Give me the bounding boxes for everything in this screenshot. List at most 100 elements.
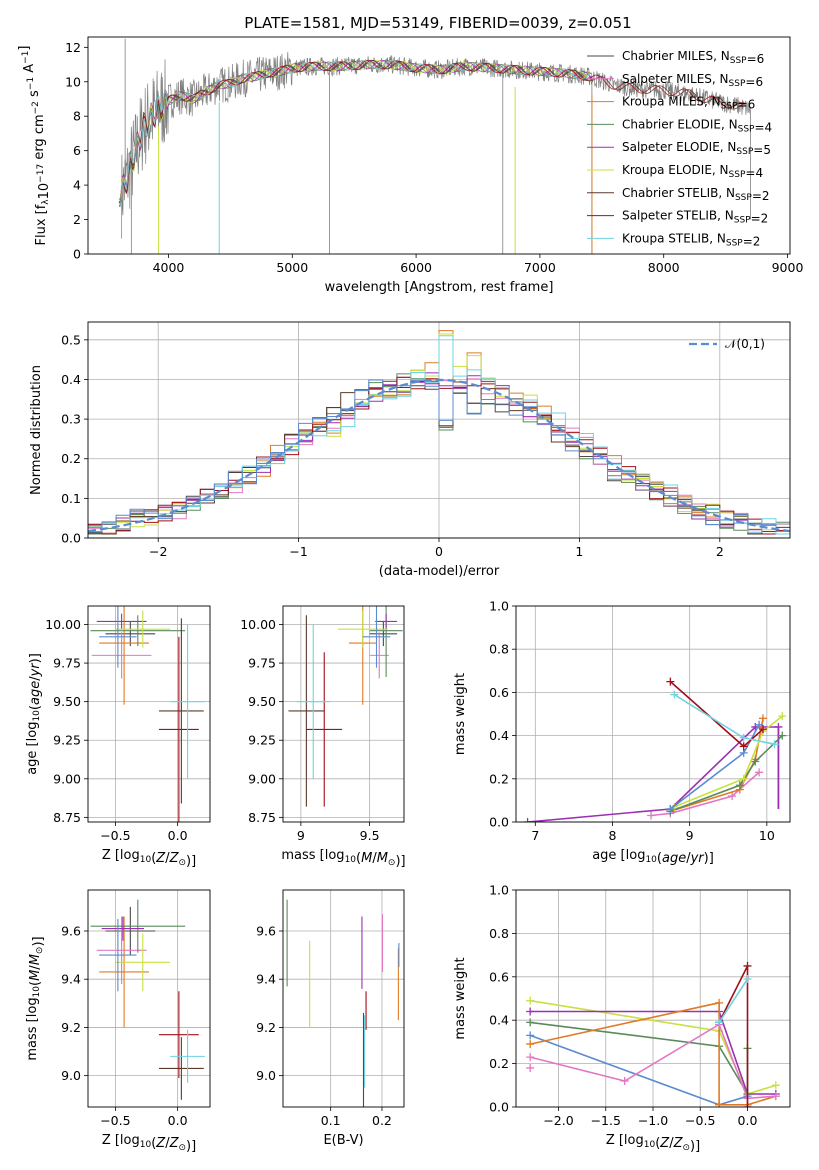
tick-label-y: 0.6 [489, 685, 509, 700]
weight-marker [526, 1018, 535, 1027]
tick-label-y: 9.0 [61, 1068, 81, 1083]
y-axis-label: age [log10(age/yr)] [25, 653, 43, 775]
tick-label-x: 9.5 [360, 828, 380, 843]
legend-entry: Chabrier ELODIE, NSSP=4 [622, 117, 772, 134]
model-line-8 [118, 59, 590, 208]
errorbar-point [306, 652, 343, 807]
tick-label-y: 9.4 [61, 972, 81, 987]
errorbar-point [288, 615, 325, 807]
y-axis-label: Flux [fλ10−17 erg cm−2 s−1 A−1] [17, 46, 52, 246]
y-axis-label: mass [log10(M/M⊙)] [25, 936, 46, 1060]
axes-frame [282, 605, 405, 823]
weight-line-1 [530, 1010, 776, 1095]
tick-label-y: 10.00 [240, 617, 276, 632]
model-line-7 [118, 59, 745, 207]
weight-marker [770, 740, 779, 749]
normal-curve [88, 378, 790, 533]
errorbar-point [90, 615, 186, 647]
x-axis-label: E(B-V) [323, 1133, 363, 1148]
model-line-1 [118, 59, 593, 208]
tick-label-y: 0.0 [61, 531, 81, 546]
weight-marker [526, 1031, 535, 1040]
tick-label-x: 5000 [276, 260, 308, 275]
legend-entry: Chabrier STELIB, NSSP=2 [622, 186, 770, 203]
tick-label-y: 0.1 [61, 491, 81, 506]
model-line-5 [118, 59, 593, 200]
tick-label-x: −1.5 [591, 1113, 621, 1128]
weight-marker [739, 733, 748, 742]
plot-area [90, 606, 206, 822]
histogram-8 [88, 335, 790, 535]
errorbar-point [158, 991, 199, 1079]
tick-label-y: 9.00 [248, 771, 276, 786]
tick-label-x: 0 [435, 544, 443, 559]
axes-frame [87, 36, 791, 255]
errorbar-point [170, 624, 206, 779]
axes-frame [282, 889, 405, 1108]
tick-label-x: 7000 [524, 260, 556, 275]
tick-label-y: 0.8 [489, 926, 509, 941]
weight-marker [526, 1063, 535, 1072]
tick-label-y: 0.5 [61, 332, 81, 347]
tick-label-y: 0.2 [489, 771, 509, 786]
weight-line-6 [669, 681, 764, 748]
weight-marker [715, 1100, 724, 1107]
tick-label-y: 6 [73, 143, 81, 158]
axes-frame [87, 605, 211, 823]
weight-line-2 [530, 1021, 749, 1097]
tick-label-x: −1.0 [638, 1113, 668, 1128]
legend: Chabrier MILES, NSSP=6 Salpeter MILES, NS… [587, 49, 772, 248]
tick-label-y: 0.0 [489, 1100, 509, 1115]
weight-marker [743, 1103, 752, 1107]
weight-marker [778, 731, 787, 740]
weight-marker [670, 690, 679, 699]
errorbar-point [338, 610, 388, 648]
legend-entry: Kroupa ELODIE, NSSP=4 [622, 163, 763, 180]
weight-marker [735, 781, 744, 790]
tick-label-y: 0.4 [489, 728, 509, 743]
legend-entry: Chabrier MILES, NSSP=6 [622, 49, 764, 66]
panel-mass_vs_EBV: 0.1 0.2 9.0 9.2 9.4 9.6 E(B-V) [256, 889, 405, 1148]
gridlines [516, 605, 790, 823]
weight-marker [715, 998, 724, 1007]
tick-label-x: 0.0 [168, 828, 188, 843]
gridlines [283, 890, 404, 1107]
errorbar-point [369, 621, 398, 647]
errorbar-point [158, 1037, 204, 1100]
errorbar-point [115, 610, 171, 648]
weight-marker [728, 792, 737, 801]
errorbar-point [90, 899, 186, 953]
weight-marker [758, 725, 767, 734]
tick-label-y: 10 [65, 74, 81, 89]
tick-label-y: 9.00 [53, 771, 81, 786]
weight-marker [715, 1018, 724, 1027]
tick-label-y: 0.8 [489, 642, 509, 657]
y-axis-label: Normed distribution [29, 365, 44, 495]
legend-entry: Kroupa MILES, NSSP=6 [622, 95, 755, 112]
errorbar-point [99, 918, 137, 992]
tick-label-y: 9.2 [61, 1020, 81, 1035]
tick-label-y: 0.3 [61, 412, 81, 427]
weight-marker [771, 1081, 780, 1090]
tick-label-y: 2 [73, 212, 81, 227]
x-axis-label: Z [log10(Z/Z⊙)] [606, 1133, 700, 1154]
tick-label-y: 8 [73, 109, 81, 124]
tick-label-x: 8 [609, 828, 617, 843]
weight-marker [751, 757, 760, 766]
errorbar-point [99, 916, 149, 1028]
tick-label-y: 4 [73, 178, 81, 193]
legend-entry: Salpeter STELIB, NSSP=2 [622, 209, 768, 226]
x-axis-label: mass [log10(M/M⊙)] [281, 848, 405, 869]
tick-label-x: 6000 [400, 260, 432, 275]
axes-frame [515, 605, 791, 823]
weight-marker [739, 742, 748, 751]
model-line-3 [118, 59, 593, 204]
tick-label-y: 9.75 [53, 656, 81, 671]
errorbar-point [99, 606, 137, 668]
errorbar-point [369, 606, 403, 677]
tick-label-y: 0.2 [489, 1056, 509, 1071]
tick-label-x: −0.5 [100, 828, 130, 843]
tick-label-y: 0.6 [489, 969, 509, 984]
axes-frame [87, 889, 211, 1108]
